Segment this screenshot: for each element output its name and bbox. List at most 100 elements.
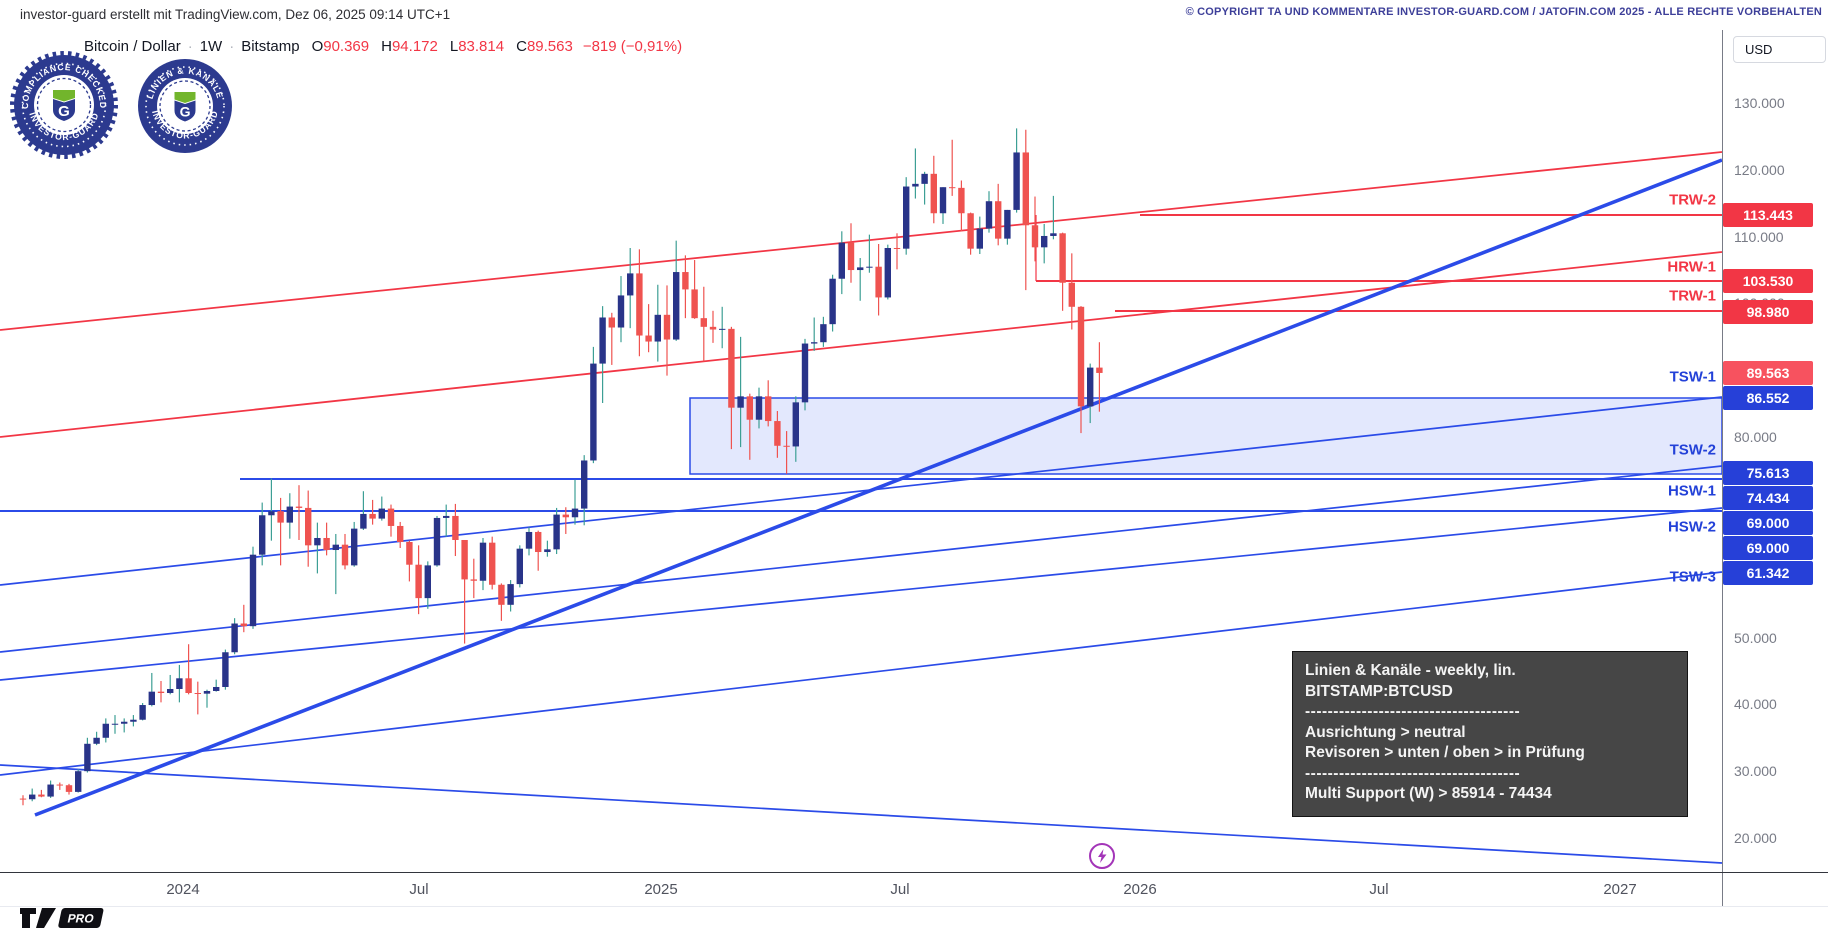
candle	[470, 558, 477, 599]
candle	[332, 533, 339, 595]
time-tick-label: 2027	[1603, 881, 1637, 898]
candle	[590, 346, 597, 464]
info-box-line: --------------------------------------	[1305, 703, 1521, 720]
candle	[277, 497, 284, 566]
candle	[682, 255, 689, 319]
candle	[461, 539, 468, 644]
ohlc-value: 94.172	[391, 38, 438, 55]
trendline-trend-support-1-86552[interactable]	[0, 396, 1722, 586]
price-tick-label: 50.000	[1734, 629, 1777, 646]
candle	[691, 260, 698, 319]
candle	[295, 485, 303, 540]
candle	[1004, 209, 1011, 245]
line-name-label-trw-1: TRW-1	[1669, 287, 1716, 305]
time-tick-label: Jul	[1369, 881, 1389, 898]
analysis-info-box[interactable]: Linien & Kanäle - weekly, lin. BITSTAMP:B…	[1292, 651, 1688, 817]
line-name-label-tsw-2: TSW-2	[1669, 441, 1716, 459]
candle	[811, 317, 818, 351]
time-axis-separator	[0, 872, 1828, 873]
candle	[525, 527, 533, 556]
investor-guard-shield-icon: G	[53, 90, 75, 121]
candle	[562, 507, 569, 534]
candle	[967, 212, 974, 255]
symbol-title[interactable]: Bitcoin / Dollar	[84, 38, 181, 55]
price-badge: 113.443	[1723, 203, 1813, 227]
line-name-label-trw-2: TRW-2	[1669, 191, 1716, 209]
trendline-trend-support-69000[interactable]	[0, 507, 1722, 681]
trendline-declining-base-line[interactable]	[0, 764, 1722, 864]
candle	[617, 276, 625, 343]
price-badge: 69.000	[1723, 511, 1813, 535]
candle	[783, 431, 790, 474]
price-tick-label: 80.000	[1734, 429, 1777, 446]
exchange-label[interactable]: Bitstamp	[241, 38, 300, 55]
candle	[663, 285, 671, 376]
candle	[167, 674, 174, 695]
candle	[341, 533, 349, 570]
candle	[884, 244, 891, 300]
trendline-trend-resistance-upper[interactable]	[0, 151, 1722, 331]
watermark-credit: investor-guard erstellt mit TradingView.…	[20, 7, 451, 22]
candle	[939, 187, 947, 224]
candle	[75, 769, 82, 793]
time-tick-label: Jul	[409, 881, 429, 898]
info-box-line: Revisoren > unten / oben > in Prüfung	[1305, 744, 1585, 761]
candle	[1059, 232, 1066, 311]
candle	[627, 247, 634, 329]
tradingview-glyph-icon	[20, 908, 56, 928]
trendline-major-uptrend-thick[interactable]	[34, 158, 1722, 817]
candle	[323, 522, 330, 556]
candle	[1022, 129, 1029, 291]
candle	[479, 537, 487, 591]
ohlc-values: O90.369 H94.172 L83.814 C89.563	[300, 38, 573, 55]
ohlc-value: 89.563	[526, 38, 573, 55]
lightning-icon	[1098, 849, 1107, 863]
candle	[1068, 253, 1075, 330]
investor-guard-shield-icon: G	[174, 92, 196, 122]
time-tick-label: 2026	[1123, 881, 1157, 898]
candle	[387, 504, 395, 537]
candle	[553, 507, 560, 555]
candle	[995, 183, 1002, 246]
candle	[535, 530, 542, 571]
candle	[599, 306, 606, 404]
info-box-line: Ausrichtung > neutral	[1305, 723, 1466, 741]
candle	[406, 540, 413, 582]
trendline-trend-support-3-61342[interactable]	[0, 571, 1722, 776]
candle	[29, 788, 36, 802]
ohlc-key: O	[311, 38, 324, 55]
compliance-stamp: G COMPLIANCE CHECKED INVESTOR-GUARD	[10, 51, 118, 159]
candle	[148, 672, 155, 707]
candle	[38, 789, 45, 798]
info-box-line: Linien & Kanäle - weekly, lin.	[1305, 662, 1516, 679]
candle	[654, 284, 661, 362]
candle	[737, 336, 744, 448]
price-badge: 89.563	[1723, 361, 1813, 385]
candle	[746, 393, 753, 460]
svg-text:G: G	[180, 104, 191, 120]
candle	[1077, 306, 1085, 434]
tradingview-logo[interactable]: PRO	[18, 901, 148, 935]
candle	[203, 689, 211, 708]
candle	[157, 680, 165, 703]
candle	[139, 703, 146, 721]
interval-label[interactable]: 1W	[199, 38, 223, 55]
candle	[498, 583, 505, 621]
line-name-label-hsw-2: HSW-2	[1667, 518, 1716, 536]
price-badge: 98.980	[1723, 300, 1813, 324]
candle	[976, 216, 983, 255]
trendline-trend-support-2-75613[interactable]	[0, 465, 1722, 653]
price-tick-label: 20.000	[1734, 830, 1777, 846]
info-box-line: --------------------------------------	[1305, 764, 1521, 782]
time-tick-label: 2025	[644, 881, 678, 898]
multi-support-zone[interactable]	[689, 397, 1722, 475]
chart-canvas[interactable]	[0, 30, 1722, 872]
candle	[231, 618, 238, 655]
candle	[507, 580, 514, 612]
currency-toggle[interactable]: USD	[1733, 36, 1826, 63]
candle	[636, 249, 643, 357]
event-lightning-marker[interactable]	[1089, 843, 1115, 869]
info-box-line: BITSTAMP:BTCUSD	[1305, 682, 1453, 700]
trendline-trend-resistance-lower[interactable]	[0, 251, 1722, 438]
price-badge: 86.552	[1723, 386, 1813, 410]
